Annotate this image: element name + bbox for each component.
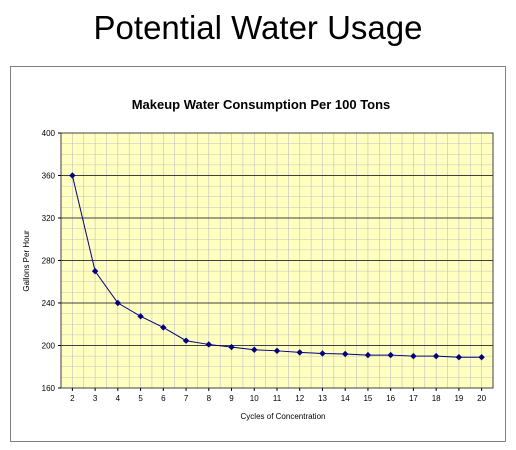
data-point-marker <box>342 350 349 358</box>
x-axis-label: Cycles of Concentration <box>241 412 326 421</box>
x-tick-label: 9 <box>229 394 234 403</box>
chart-svg: Makeup Water Consumption Per 100 Tons 16… <box>22 97 494 421</box>
x-tick-label: 15 <box>363 394 372 403</box>
chart-title: Makeup Water Consumption Per 100 Tons <box>132 97 391 112</box>
x-tick-label: 12 <box>295 394 304 403</box>
x-tick-label: 6 <box>161 394 166 403</box>
data-point-marker <box>478 353 485 361</box>
data-point-marker <box>455 353 463 361</box>
y-tick-label: 240 <box>42 299 56 308</box>
data-point-marker <box>432 352 440 360</box>
data-point-marker <box>114 299 122 307</box>
data-point-marker <box>160 324 167 331</box>
y-tick-label: 320 <box>42 214 56 223</box>
y-tick-label: 280 <box>42 257 56 266</box>
data-point-marker <box>251 346 258 353</box>
y-tick-labels: 160 200 240 280 320 360 400 <box>42 129 61 393</box>
data-point-marker <box>182 337 190 344</box>
x-tick-label: 14 <box>341 394 350 403</box>
x-tick-label: 7 <box>184 394 189 403</box>
data-point-marker <box>410 352 417 360</box>
data-point-marker <box>364 351 372 359</box>
x-tick-label: 4 <box>116 394 121 403</box>
x-tick-label: 3 <box>93 394 98 403</box>
y-tick-label: 360 <box>42 172 56 181</box>
y-tick-label: 160 <box>42 384 56 393</box>
data-series <box>69 172 485 361</box>
x-tick-labels: 2 3 4 5 6 7 8 9 10 11 12 13 14 15 16 17 18 19 20 <box>70 388 487 403</box>
y-tick-label: 400 <box>42 129 56 138</box>
slide-title: Potential Water Usage <box>93 9 423 46</box>
data-point-marker <box>273 347 281 355</box>
data-point-marker <box>91 267 99 275</box>
x-tick-label: 8 <box>207 394 212 403</box>
data-point-marker <box>205 341 212 348</box>
data-point-marker <box>137 313 144 320</box>
x-tick-label: 17 <box>409 394 418 403</box>
x-tick-label: 19 <box>454 394 463 403</box>
x-tick-label: 5 <box>138 394 143 403</box>
plot-area: 160 200 240 280 320 360 400 2 3 4 5 6 7 8 9 10 11 12 13 14… <box>42 129 494 403</box>
x-tick-label: 10 <box>250 394 259 403</box>
x-tick-label: 20 <box>477 394 486 403</box>
data-point-marker <box>296 349 303 356</box>
x-tick-label: 13 <box>318 394 327 403</box>
major-gridlines <box>61 175 493 346</box>
data-point-marker <box>387 351 394 359</box>
y-tick-label: 200 <box>42 342 56 351</box>
x-tick-label: 11 <box>273 394 282 403</box>
data-point-marker <box>319 350 326 357</box>
data-point-marker <box>228 343 235 351</box>
y-axis-label: Gallons Per Hour <box>22 230 31 292</box>
x-tick-label: 2 <box>70 394 75 403</box>
x-tick-label: 16 <box>386 394 395 403</box>
x-tick-label: 18 <box>432 394 441 403</box>
chart-frame: Makeup Water Consumption Per 100 Tons 16… <box>10 66 506 442</box>
